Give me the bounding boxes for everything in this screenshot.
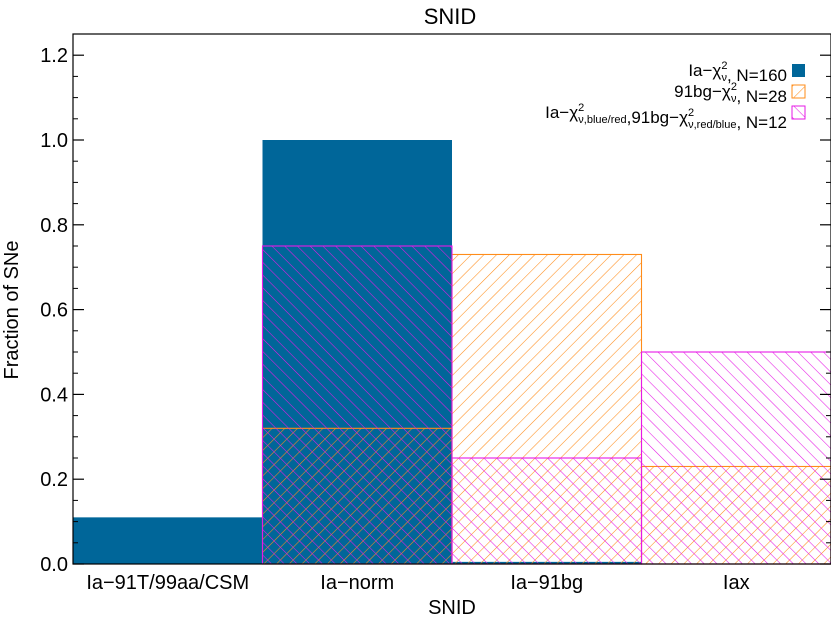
x-tick-label: Ia−91T/99aa/CSM — [86, 572, 249, 594]
chart-title: SNID — [424, 4, 477, 29]
bar-series-3-cat-3 — [451, 457, 643, 565]
legend-swatch-series-1 — [792, 64, 805, 77]
x-tick-label: Ia−norm — [320, 572, 394, 594]
x-tick-label: Ia−91bg — [510, 572, 583, 594]
y-tick-label: 1.0 — [40, 130, 68, 152]
legend-label: 91bg−χ2 ν, N=28 — [674, 81, 787, 106]
legend-swatch-series-2 — [791, 84, 806, 99]
legend-label: Ia−χ2 ν,blue/red,91bg−χ2 ν,red/blue, N=12 — [545, 102, 787, 132]
y-tick-label: 1.2 — [40, 45, 68, 67]
x-tick-label: Iax — [723, 572, 750, 594]
bar-series-3-cat-4 — [640, 351, 831, 565]
y-tick-label: 0.8 — [40, 215, 68, 237]
x-axis-label: SNID — [428, 597, 476, 619]
y-tick-label: 0.6 — [40, 300, 68, 322]
y-axis-label: Fraction of SNe — [1, 241, 23, 380]
legend-swatch-series-3 — [791, 105, 806, 120]
bar-series-3-cat-2 — [261, 245, 453, 565]
y-tick-label: 0.2 — [40, 469, 68, 491]
y-tick-label: 0.0 — [40, 554, 68, 576]
y-tick-label: 0.4 — [40, 384, 68, 406]
plot-frame — [72, 33, 831, 565]
legend-label: Ia−χ2 ν, N=160 — [688, 60, 787, 85]
bar-series-1-cat-1 — [73, 517, 263, 564]
